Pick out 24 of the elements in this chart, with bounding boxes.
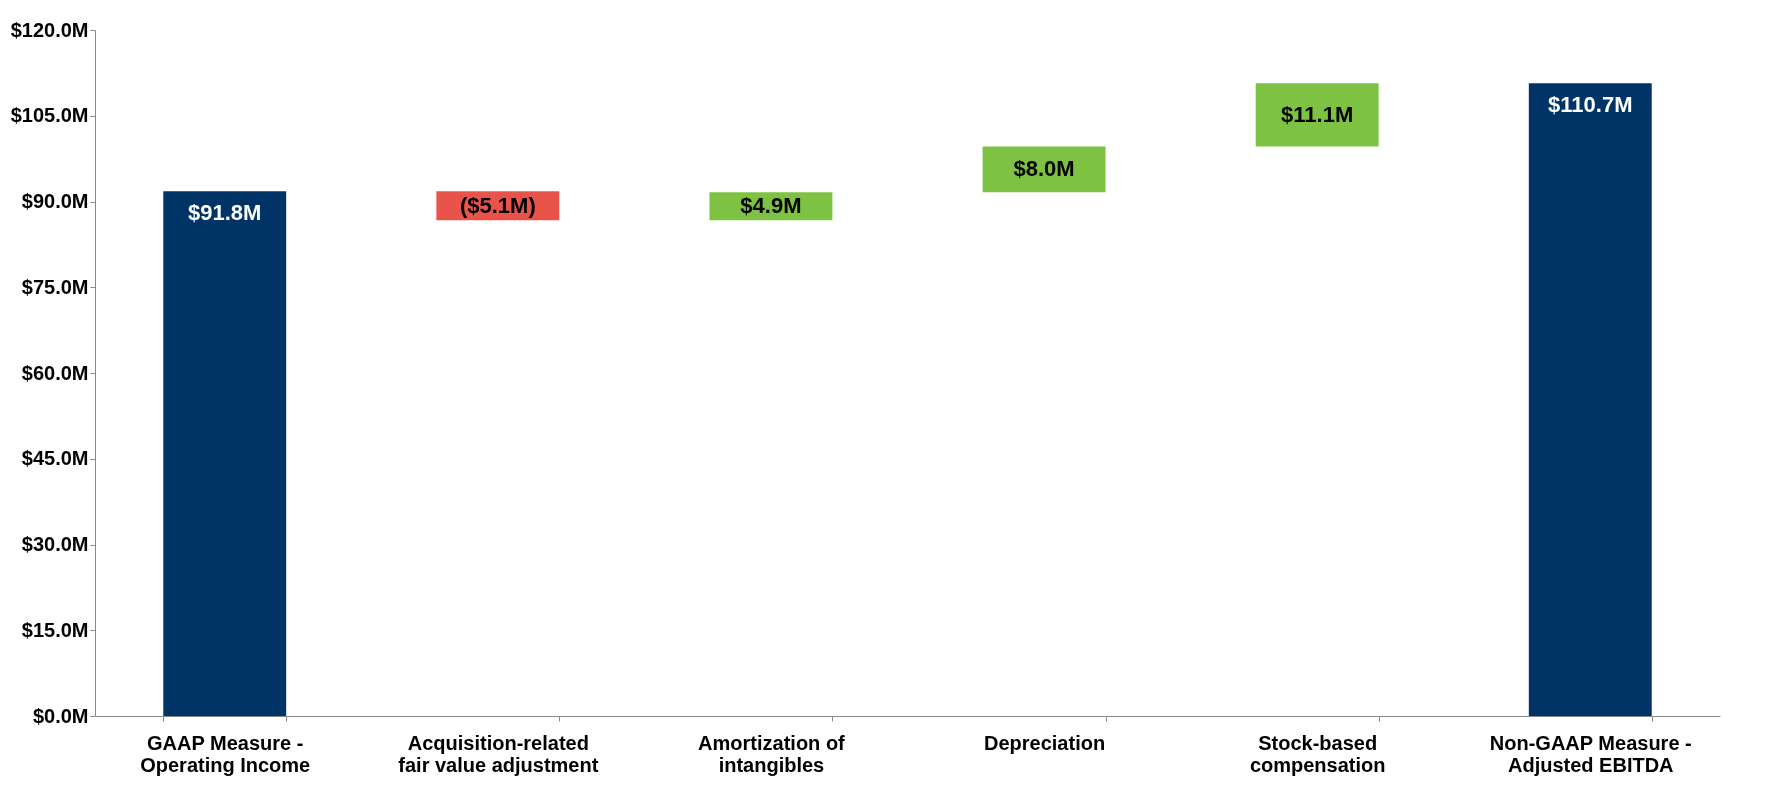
y-tick-label: $75.0M xyxy=(21,275,89,298)
y-tick-label: $105.0M xyxy=(10,104,89,127)
x-tick-label: Depreciation xyxy=(983,731,1106,754)
y-tick-label: $90.0M xyxy=(21,190,89,212)
x-tick-label: Acquisition-related fair value adjustment xyxy=(398,731,599,776)
y-tick-label: $45.0M xyxy=(21,447,89,470)
x-tick-label: Stock-based compensation xyxy=(1249,731,1386,776)
data-label: ($5.1M) xyxy=(459,192,536,218)
data-label: $91.8M xyxy=(188,200,262,226)
data-label: $11.1M xyxy=(1281,101,1354,127)
data-label: $4.9M xyxy=(740,193,802,219)
x-tick-label: Amortization of intangibles xyxy=(698,731,846,776)
y-tick-label: $0.0M xyxy=(32,704,89,727)
bar xyxy=(1528,83,1652,716)
x-tick-label: GAAP Measure - Operating Income xyxy=(140,731,311,776)
data-label: $8.0M xyxy=(1013,156,1075,182)
y-tick-label: $15.0M xyxy=(21,618,89,641)
x-tick-label: Non-GAAP Measure - Adjusted EBITDA xyxy=(1489,731,1692,776)
bar xyxy=(1255,83,1379,147)
y-tick-label: $60.0M xyxy=(21,361,89,384)
data-label: $110.7M xyxy=(1548,92,1633,118)
bar xyxy=(163,191,287,716)
y-tick-label: $120.0M xyxy=(10,18,89,41)
y-tick-label: $30.0M xyxy=(21,533,89,555)
